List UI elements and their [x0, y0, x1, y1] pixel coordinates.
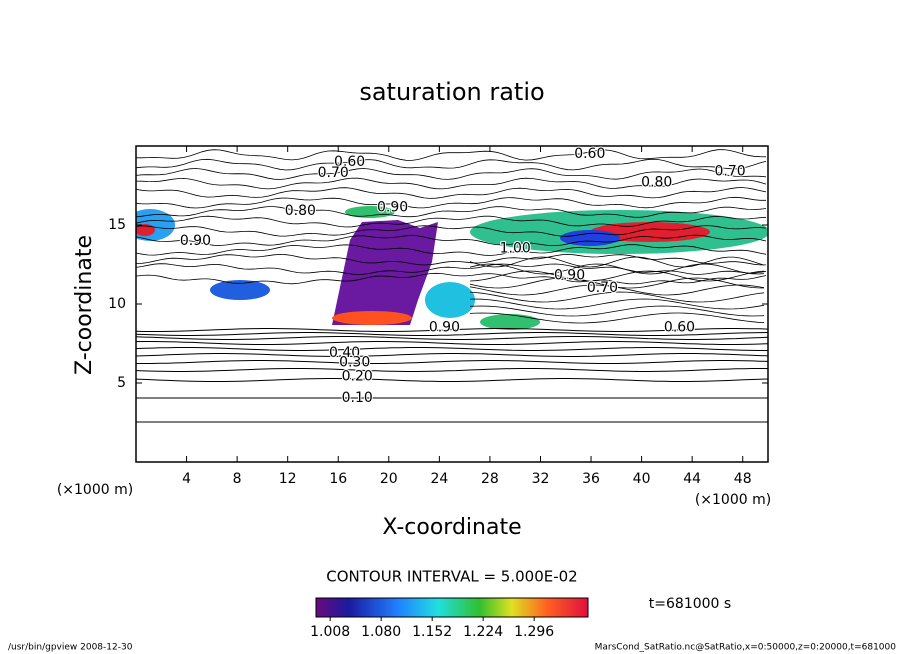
region	[425, 282, 475, 318]
contour-line	[136, 225, 767, 237]
contour-label: 1.00	[500, 241, 531, 257]
region	[332, 220, 438, 325]
colorbar-tick-label: 1.296	[514, 624, 554, 640]
contour-label: 0.90	[554, 268, 585, 284]
x-tick-label: 4	[182, 471, 191, 487]
x-axis-label: X-coordinate	[382, 515, 521, 540]
contour-line	[136, 177, 767, 190]
contour-label: 0.20	[342, 369, 373, 385]
contour-label: 0.90	[429, 320, 460, 336]
time-label: t=681000 s	[649, 596, 731, 612]
colorbar-tick-label: 1.080	[361, 624, 401, 640]
contour-label: 0.80	[285, 203, 316, 219]
y-tick-label: 10	[108, 296, 126, 312]
contour-label: 0.70	[714, 163, 745, 179]
contour-line	[136, 234, 767, 246]
contour-line	[469, 305, 765, 317]
x-tick-label: 12	[279, 471, 297, 487]
contour-line	[136, 253, 766, 266]
contour-line	[136, 360, 768, 364]
colorbar-tick-label: 1.224	[463, 624, 503, 640]
contour-label: 0.40	[329, 345, 360, 361]
y-axis-label: Z-coordinate	[72, 235, 97, 375]
contour-line	[136, 158, 767, 171]
contour-line	[136, 244, 767, 256]
x-tick-label: 16	[329, 471, 347, 487]
contour-line	[469, 312, 765, 324]
contour-label: 0.60	[664, 320, 695, 336]
x-unit: (×1000 m)	[57, 482, 133, 498]
x-tick-label: 36	[582, 471, 600, 487]
contour-line	[136, 196, 766, 209]
contour-line	[136, 187, 767, 199]
contour-line	[136, 206, 767, 218]
x-tick-label: 8	[233, 471, 242, 487]
contour-line	[136, 353, 768, 357]
x-tick-label: 28	[481, 471, 499, 487]
contour-label: 0.60	[334, 154, 365, 170]
contour-label: 0.70	[318, 165, 349, 181]
region	[332, 311, 412, 325]
x-tick-label: 24	[430, 471, 448, 487]
x-tick-label: 40	[633, 471, 651, 487]
footer-left: /usr/bin/gpview 2008-12-30	[8, 643, 133, 653]
y-tick-label: 15	[108, 217, 126, 233]
colorbar-tick-label: 1.152	[412, 624, 452, 640]
contour-line	[136, 149, 767, 161]
footer-right: MarsCond_SatRatio.nc@SatRatio,x=0:50000,…	[595, 643, 897, 653]
contour-label: 0.60	[574, 146, 605, 162]
x-tick-label: 32	[532, 471, 550, 487]
contour-line	[136, 336, 768, 340]
contour-line	[136, 332, 768, 336]
contour-label: 0.30	[339, 354, 370, 370]
contour-line	[469, 263, 765, 275]
region	[480, 314, 540, 330]
contour-line	[136, 341, 768, 345]
contour-line	[136, 168, 767, 180]
contour-line	[136, 347, 768, 351]
x-tick-label: 20	[380, 471, 398, 487]
contour-line	[469, 298, 765, 310]
contour-line	[136, 272, 767, 285]
contour-line	[136, 368, 768, 372]
contour-label: 0.10	[342, 390, 373, 406]
contour-line	[469, 256, 765, 268]
contour-label: 0.90	[377, 200, 408, 216]
contour-line	[469, 284, 765, 296]
contour-line	[136, 328, 768, 332]
contour-label: 0.80	[641, 174, 672, 190]
x-tick-label: 48	[734, 471, 752, 487]
contour-line	[469, 291, 765, 303]
contour-line	[136, 263, 767, 275]
contour-line	[136, 215, 767, 228]
contour-label: 0.90	[180, 233, 211, 249]
colorbar-tick-label: 1.008	[310, 624, 350, 640]
region	[136, 224, 155, 236]
y-tick-label: 5	[117, 375, 126, 391]
contour-line	[469, 270, 765, 282]
contour-label: 0.70	[587, 280, 618, 296]
chart-title: saturation ratio	[359, 78, 544, 106]
region	[345, 206, 395, 218]
contour-interval: CONTOUR INTERVAL = 5.000E-02	[326, 568, 577, 586]
colorbar	[315, 597, 589, 618]
contour-line	[136, 378, 768, 382]
region	[210, 280, 270, 300]
contour-field	[136, 149, 768, 423]
x-tick-label: 44	[683, 471, 701, 487]
y-unit: (×1000 m)	[695, 492, 771, 508]
